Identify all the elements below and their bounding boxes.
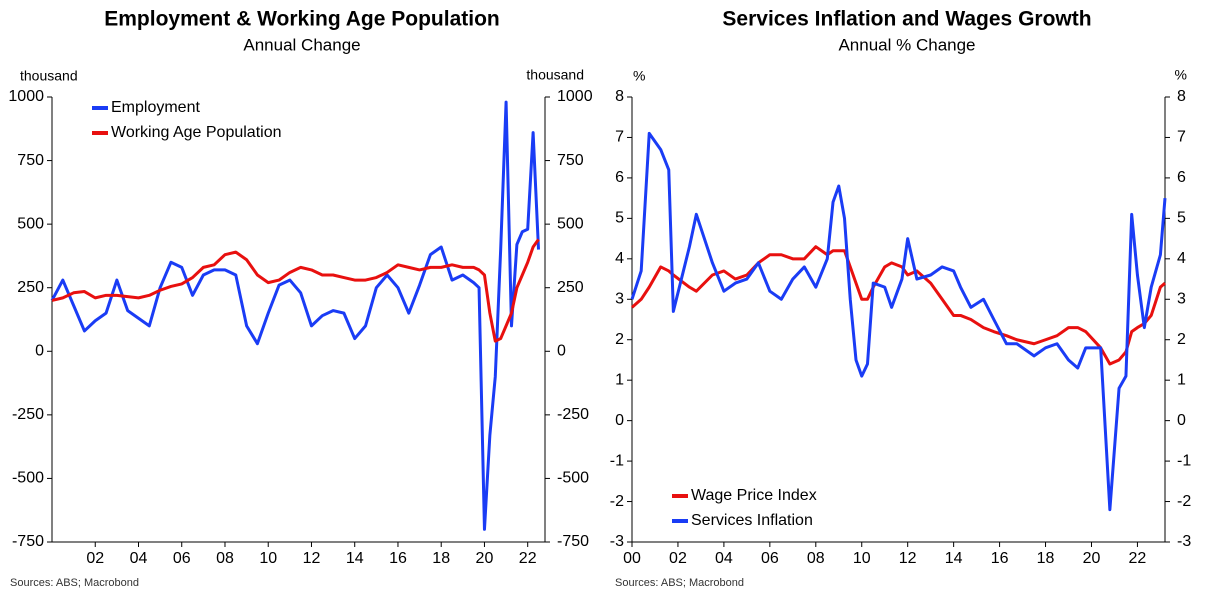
x-tick-label: 18 xyxy=(432,550,450,567)
x-tick-label: 02 xyxy=(669,550,687,567)
y2-tick-label: 500 xyxy=(557,215,584,232)
y2-tick-label: -750 xyxy=(557,533,589,550)
x-tick-label: 06 xyxy=(173,550,191,567)
y-tick-label: -2 xyxy=(610,493,624,510)
y2-tick-label: -1 xyxy=(1177,452,1191,469)
y-tick-label: 500 xyxy=(17,215,44,232)
y-tick-label: -3 xyxy=(610,533,624,550)
legend-label: Working Age Population xyxy=(111,124,281,141)
y-tick-label: 2 xyxy=(615,331,624,348)
y2-tick-label: 1 xyxy=(1177,371,1186,388)
y-tick-label: 0 xyxy=(615,412,624,429)
x-tick-label: 00 xyxy=(623,550,641,567)
series-line xyxy=(631,245,1166,366)
series-line xyxy=(630,131,1167,512)
chart-subtitle: Annual % Change xyxy=(838,35,975,54)
y-tick-label: 250 xyxy=(17,279,44,296)
y2-tick-label: 1000 xyxy=(557,88,593,105)
y2-axis-label: % xyxy=(1175,67,1187,83)
x-tick-label: 16 xyxy=(991,550,1009,567)
y2-tick-label: 0 xyxy=(1177,412,1186,429)
y2-tick-label: 250 xyxy=(557,279,584,296)
y-axis-label: % xyxy=(633,68,645,84)
y-tick-label: 1 xyxy=(615,371,624,388)
x-tick-label: 18 xyxy=(1037,550,1055,567)
x-tick-label: 10 xyxy=(259,550,277,567)
legend-label: Services Inflation xyxy=(691,512,813,529)
y2-tick-label: -500 xyxy=(557,470,589,487)
legend-label: Wage Price Index xyxy=(691,487,817,504)
x-tick-label: 08 xyxy=(216,550,234,567)
y2-tick-label: 8 xyxy=(1177,88,1186,105)
y-tick-label: 4 xyxy=(615,250,624,267)
y-tick-label: 7 xyxy=(615,129,624,146)
y2-tick-label: -3 xyxy=(1177,533,1191,550)
y2-tick-label: 0 xyxy=(557,343,566,360)
y2-tick-label: 750 xyxy=(557,152,584,169)
x-tick-label: 06 xyxy=(761,550,779,567)
y2-tick-label: 7 xyxy=(1177,129,1186,146)
y-tick-label: -500 xyxy=(12,470,44,487)
y-tick-label: 1000 xyxy=(8,88,44,105)
series-line xyxy=(51,238,540,343)
y-tick-label: -1 xyxy=(610,452,624,469)
y2-tick-label: -250 xyxy=(557,406,589,423)
y2-tick-label: 3 xyxy=(1177,290,1186,307)
y-tick-label: 6 xyxy=(615,169,624,186)
y-tick-label: 8 xyxy=(615,88,624,105)
y2-axis-label: thousand xyxy=(526,67,584,83)
x-tick-label: 04 xyxy=(130,550,148,567)
x-tick-label: 02 xyxy=(86,550,104,567)
y-tick-label: -750 xyxy=(12,533,44,550)
y-tick-label: -250 xyxy=(12,406,44,423)
x-tick-label: 14 xyxy=(945,550,963,567)
x-tick-label: 14 xyxy=(346,550,364,567)
chart-title: Services Inflation and Wages Growth xyxy=(722,8,1091,31)
x-tick-label: 12 xyxy=(899,550,917,567)
y2-tick-label: 4 xyxy=(1177,250,1186,267)
y2-tick-label: 6 xyxy=(1177,169,1186,186)
source: Sources: ABS; Macrobond xyxy=(615,577,744,589)
chart-title: Employment & Working Age Population xyxy=(104,8,500,31)
y2-tick-label: -2 xyxy=(1177,493,1191,510)
x-tick-label: 22 xyxy=(1129,550,1147,567)
x-tick-label: 20 xyxy=(476,550,494,567)
source: Sources: ABS; Macrobond xyxy=(10,577,139,589)
x-tick-label: 16 xyxy=(389,550,407,567)
x-tick-label: 22 xyxy=(519,550,537,567)
x-tick-label: 10 xyxy=(853,550,871,567)
x-tick-label: 04 xyxy=(715,550,733,567)
legend-label: Employment xyxy=(111,99,200,116)
chart-subtitle: Annual Change xyxy=(243,35,360,54)
y2-tick-label: 5 xyxy=(1177,210,1186,227)
x-tick-label: 20 xyxy=(1083,550,1101,567)
y-tick-label: 0 xyxy=(35,343,44,360)
y2-tick-label: 2 xyxy=(1177,331,1186,348)
y-tick-label: 750 xyxy=(17,152,44,169)
x-tick-label: 12 xyxy=(303,550,321,567)
y-tick-label: 5 xyxy=(615,210,624,227)
y-axis-label: thousand xyxy=(20,68,78,84)
y-tick-label: 3 xyxy=(615,290,624,307)
series-line xyxy=(50,100,541,531)
x-tick-label: 08 xyxy=(807,550,825,567)
